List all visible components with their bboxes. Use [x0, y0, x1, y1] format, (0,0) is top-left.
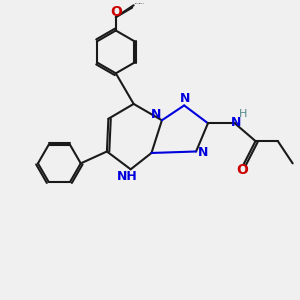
Text: N: N: [180, 92, 190, 105]
Text: methoxy: methoxy: [135, 2, 141, 4]
Text: N: N: [231, 116, 242, 129]
Text: O: O: [110, 5, 122, 19]
Text: methoxy: methoxy: [139, 2, 145, 4]
Text: NH: NH: [117, 170, 138, 183]
Text: N: N: [152, 108, 162, 122]
Text: O: O: [236, 163, 248, 177]
Text: N: N: [198, 146, 209, 160]
Text: H: H: [238, 109, 247, 119]
